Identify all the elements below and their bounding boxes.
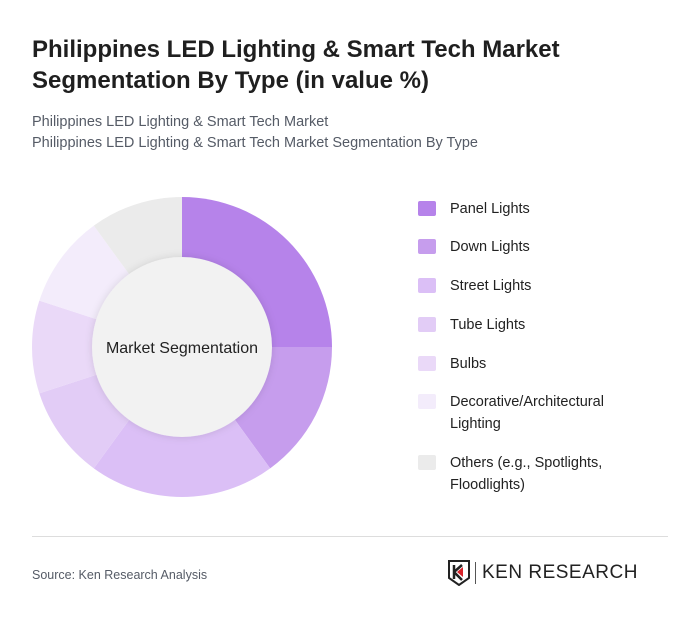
legend-label: Down Lights [450, 239, 530, 255]
center-label: Market Segmentation [106, 340, 258, 357]
legend-label: Street Lights [450, 278, 532, 294]
ken-research-logo: KEN RESEARCH [448, 560, 638, 586]
donut-center [92, 257, 272, 437]
logo-text: KEN RESEARCH [482, 562, 638, 583]
legend-label: Tube Lights [450, 317, 526, 333]
subtitle-1: Philippines LED Lighting & Smart Tech Ma… [32, 114, 329, 130]
legend-swatch [418, 356, 436, 371]
legend-item: Down Lights [418, 236, 650, 258]
legend-swatch [418, 394, 436, 409]
legend-label: Others (e.g., Spotlights, Floodlights) [450, 455, 603, 493]
legend-swatch [418, 201, 436, 216]
legend-item: Others (e.g., Spotlights, Floodlights) [418, 452, 620, 496]
legend-label: Bulbs [450, 356, 487, 372]
legend-label: Decorative/Architectural Lighting [450, 394, 604, 432]
legend-item: Tube Lights [418, 314, 650, 336]
divider [32, 536, 668, 537]
legend-label: Panel Lights [450, 201, 530, 217]
page-title: Philippines LED Lighting & Smart Tech Ma… [32, 36, 560, 94]
source-note: Source: Ken Research Analysis [32, 568, 208, 582]
legend-swatch [418, 455, 436, 470]
legend-swatch [418, 317, 436, 332]
legend-item: Bulbs [418, 353, 650, 375]
logo-shield-icon [448, 560, 470, 586]
legend-item: Decorative/Architectural Lighting [418, 391, 630, 435]
legend-item: Street Lights [418, 275, 650, 297]
legend-item: Panel Lights [418, 198, 650, 220]
legend-swatch [418, 278, 436, 293]
subtitle-2: Philippines LED Lighting & Smart Tech Ma… [32, 135, 478, 151]
legend-swatch [418, 239, 436, 254]
